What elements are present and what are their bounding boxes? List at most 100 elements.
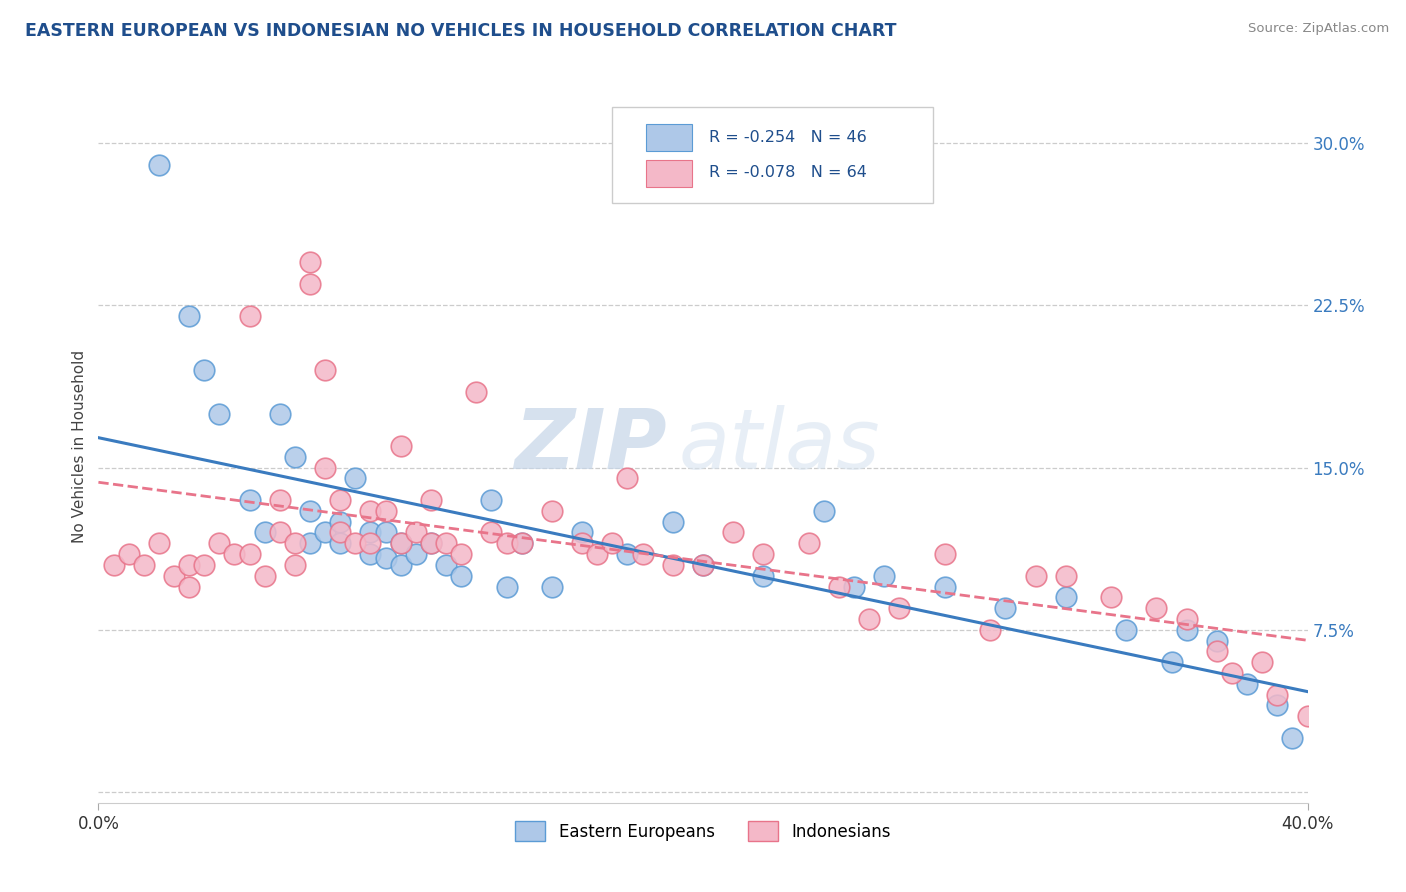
Point: [1115, 623, 1137, 637]
Point: [103, 558, 125, 572]
Point: [344, 536, 367, 550]
Point: [405, 525, 427, 540]
Point: [314, 363, 336, 377]
Legend: Eastern Europeans, Indonesians: Eastern Europeans, Indonesians: [509, 814, 897, 848]
Point: [723, 525, 745, 540]
Point: [405, 547, 427, 561]
Point: [889, 601, 911, 615]
Text: EASTERN EUROPEAN VS INDONESIAN NO VEHICLES IN HOUSEHOLD CORRELATION CHART: EASTERN EUROPEAN VS INDONESIAN NO VEHICL…: [25, 22, 897, 40]
Point: [1220, 666, 1243, 681]
Point: [828, 580, 851, 594]
Point: [797, 536, 820, 550]
Point: [1296, 709, 1319, 723]
Point: [979, 623, 1001, 637]
Text: ZIP: ZIP: [515, 406, 666, 486]
Point: [540, 504, 562, 518]
Point: [631, 547, 654, 561]
Point: [873, 568, 896, 582]
Point: [360, 504, 382, 518]
Point: [239, 310, 262, 324]
Point: [299, 255, 322, 269]
Point: [420, 536, 443, 550]
Point: [1251, 655, 1274, 669]
FancyBboxPatch shape: [613, 107, 932, 203]
Point: [481, 493, 503, 508]
Point: [586, 547, 609, 561]
Point: [132, 558, 155, 572]
Point: [148, 158, 170, 172]
Bar: [647, 124, 692, 152]
Point: [481, 525, 503, 540]
Point: [1144, 601, 1167, 615]
Point: [465, 384, 488, 399]
Point: [269, 493, 291, 508]
Point: [752, 547, 775, 561]
Point: [1054, 591, 1077, 605]
Point: [495, 536, 517, 550]
Point: [616, 471, 638, 485]
Point: [329, 493, 352, 508]
Point: [389, 536, 412, 550]
Y-axis label: No Vehicles in Household: No Vehicles in Household: [72, 350, 87, 542]
Point: [1160, 655, 1182, 669]
Point: [239, 493, 262, 508]
Point: [571, 525, 593, 540]
Point: [1099, 591, 1122, 605]
Point: [692, 558, 714, 572]
Point: [193, 363, 215, 377]
Point: [179, 310, 201, 324]
Point: [284, 536, 307, 550]
Point: [329, 515, 352, 529]
Point: [420, 493, 443, 508]
Point: [571, 536, 593, 550]
Point: [602, 536, 624, 550]
Point: [163, 568, 186, 582]
Point: [284, 558, 307, 572]
Point: [510, 536, 533, 550]
Point: [844, 580, 866, 594]
Point: [239, 547, 262, 561]
Point: [329, 525, 352, 540]
Point: [374, 551, 396, 566]
Point: [1267, 698, 1289, 713]
Point: [1236, 677, 1258, 691]
Point: [1024, 568, 1046, 582]
Text: R = -0.078   N = 64: R = -0.078 N = 64: [709, 165, 868, 180]
Text: Source: ZipAtlas.com: Source: ZipAtlas.com: [1249, 22, 1389, 36]
Point: [1281, 731, 1303, 745]
Point: [284, 450, 307, 464]
Point: [360, 547, 382, 561]
Point: [1267, 688, 1289, 702]
Point: [208, 536, 231, 550]
Point: [299, 536, 322, 550]
Point: [994, 601, 1017, 615]
Point: [179, 558, 201, 572]
Point: [314, 525, 336, 540]
Point: [1206, 644, 1229, 658]
Point: [934, 547, 956, 561]
Point: [495, 580, 517, 594]
Point: [269, 407, 291, 421]
Point: [253, 525, 276, 540]
Point: [1175, 623, 1198, 637]
Point: [389, 439, 412, 453]
Point: [360, 536, 382, 550]
Point: [374, 525, 396, 540]
Point: [434, 536, 457, 550]
Point: [389, 536, 412, 550]
Point: [858, 612, 880, 626]
Point: [1175, 612, 1198, 626]
Point: [179, 580, 201, 594]
Point: [450, 568, 472, 582]
Point: [299, 277, 322, 291]
Point: [540, 580, 562, 594]
Point: [934, 580, 956, 594]
Point: [661, 515, 683, 529]
Point: [148, 536, 170, 550]
Point: [616, 547, 638, 561]
Text: atlas: atlas: [679, 406, 880, 486]
Point: [510, 536, 533, 550]
Point: [329, 536, 352, 550]
Point: [420, 536, 443, 550]
Point: [118, 547, 141, 561]
